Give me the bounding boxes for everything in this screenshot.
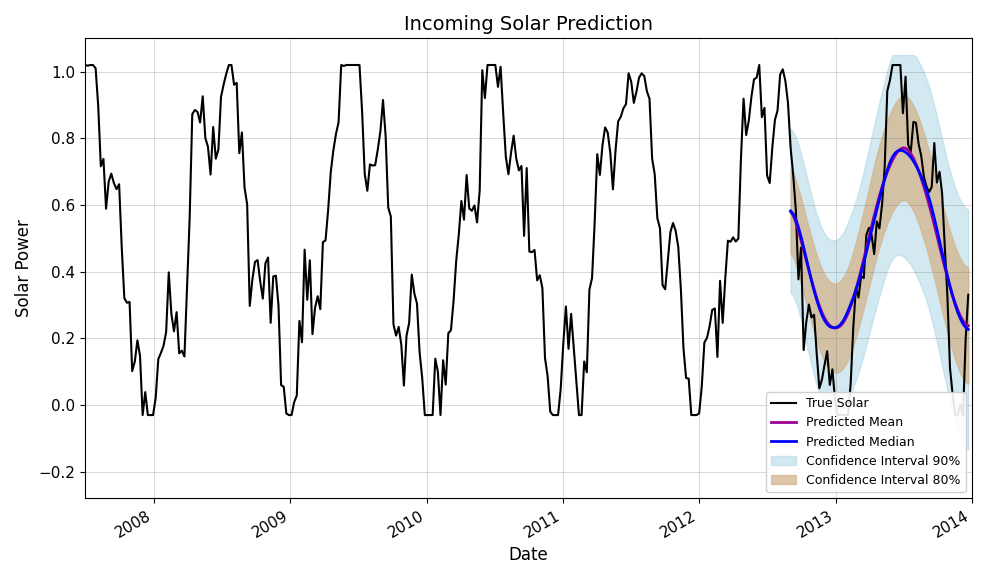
Line: Predicted Median: Predicted Median [790,150,967,329]
X-axis label: Date: Date [508,546,548,564]
Legend: True Solar, Predicted Mean, Predicted Median, Confidence Interval 90%, Confidenc: True Solar, Predicted Mean, Predicted Me… [765,392,964,492]
Y-axis label: Solar Power: Solar Power [15,219,33,317]
Title: Incoming Solar Prediction: Incoming Solar Prediction [403,15,653,34]
Line: True Solar: True Solar [85,65,967,415]
Line: Predicted Mean: Predicted Mean [790,148,967,328]
